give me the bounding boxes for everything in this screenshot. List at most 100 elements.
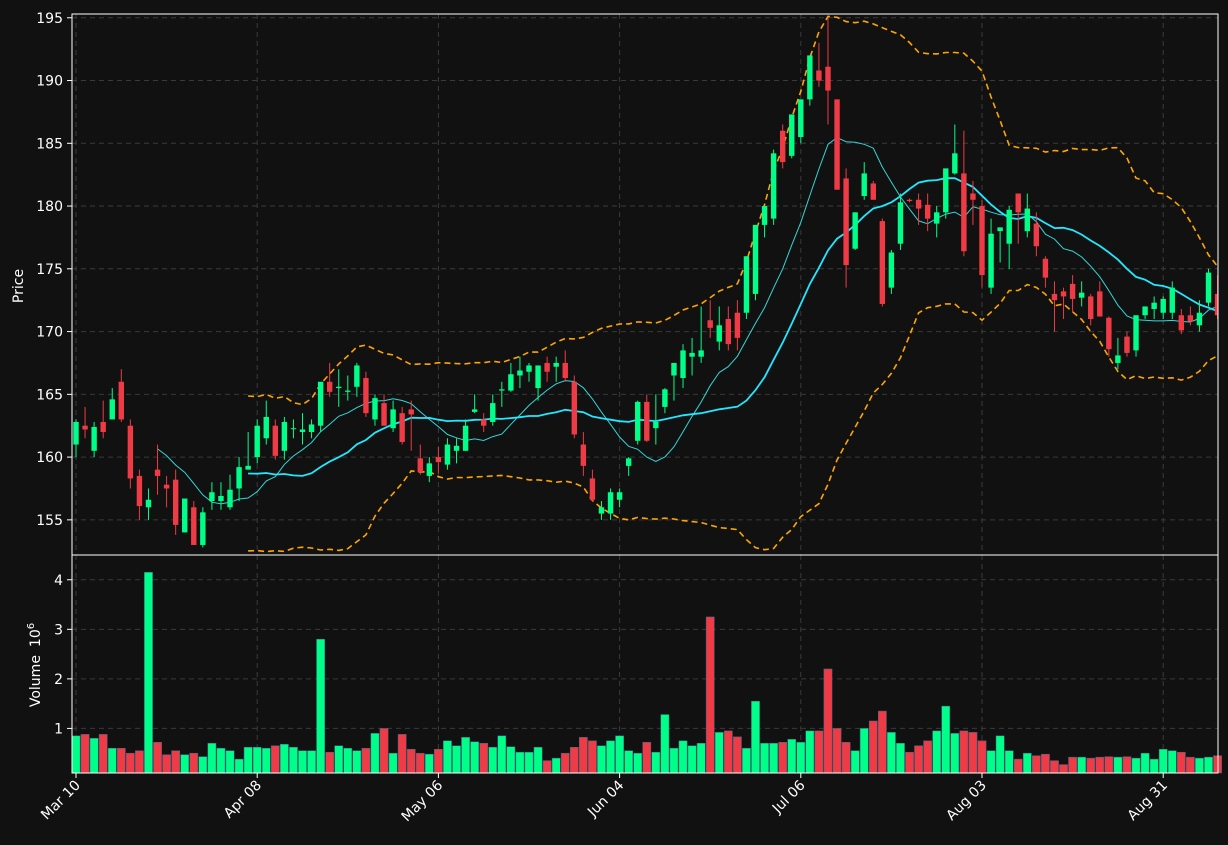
volume-bar	[841, 742, 851, 774]
volume-bar	[1186, 756, 1195, 774]
volume-bar	[977, 740, 987, 774]
candle-body	[163, 484, 170, 489]
volume-bar	[1077, 756, 1087, 774]
candle-body	[997, 227, 1003, 232]
candle-body	[490, 403, 496, 422]
volume-bar	[270, 745, 280, 774]
candle-body	[1124, 336, 1130, 353]
candle-body	[1060, 291, 1067, 297]
candle-body	[734, 312, 741, 338]
volume-bar	[986, 750, 996, 774]
candle-body	[381, 403, 387, 426]
volume-bar	[243, 746, 253, 774]
bollinger-bands	[248, 15, 1218, 553]
volume-bar	[905, 751, 914, 774]
candle-body	[263, 416, 269, 439]
candle-body	[481, 419, 487, 426]
candle-body	[109, 399, 115, 420]
candle-body	[336, 386, 342, 389]
candle-body	[870, 183, 876, 200]
volume-bar	[443, 740, 452, 774]
candle-body	[906, 199, 913, 202]
volume-axis-unit: 10	[28, 629, 44, 647]
volume-bar	[950, 733, 960, 774]
volume-bar	[932, 730, 942, 774]
candle-body	[1015, 193, 1021, 213]
volume-bar	[379, 728, 389, 774]
volume-bar	[1059, 764, 1068, 774]
candle-body	[444, 444, 451, 465]
candle-body	[517, 370, 523, 376]
candle-body	[1160, 298, 1166, 313]
volume-bar	[1095, 756, 1105, 774]
volume-bar	[1131, 757, 1141, 774]
candle-body	[1097, 291, 1103, 317]
candle-body	[1214, 293, 1218, 316]
price-axis-ticks: 155 160 165 170 175 180 185 190 195	[36, 11, 72, 529]
candle-body	[254, 425, 260, 458]
candle-body	[209, 492, 215, 502]
candle-body	[888, 252, 895, 288]
volume-bar	[1122, 756, 1132, 774]
volume-bar	[642, 742, 652, 774]
volume-bar	[778, 742, 788, 774]
candle-body	[1187, 315, 1194, 322]
candle-body	[462, 425, 469, 451]
volume-bar	[669, 747, 679, 774]
candle-body	[988, 233, 994, 288]
volume-bar	[760, 743, 769, 774]
volume-bar	[687, 745, 697, 774]
volume-bar	[877, 710, 887, 774]
volume-bar	[914, 745, 923, 774]
volume-bar	[216, 747, 226, 774]
candle-body	[761, 206, 768, 225]
volume-bar	[135, 750, 144, 774]
volume-tick-label: 3	[54, 622, 63, 638]
candle-body	[779, 130, 786, 163]
candle-body	[653, 421, 659, 429]
volume-bar	[823, 668, 833, 774]
volume-bar	[334, 745, 344, 774]
candle-body	[326, 381, 333, 392]
candle-body	[317, 381, 324, 426]
candle-body	[716, 325, 722, 342]
candle-body	[1178, 315, 1185, 331]
volume-bar	[769, 743, 778, 774]
volume-bar	[1050, 760, 1059, 774]
volume-bar	[361, 747, 371, 774]
volume-bar	[153, 742, 162, 774]
candle-body	[689, 352, 695, 357]
candle-body	[852, 212, 858, 249]
candle-body	[625, 458, 632, 466]
volume-bar	[144, 572, 153, 774]
candle-body	[979, 206, 985, 276]
candle-body	[770, 153, 777, 219]
volume-bar	[1195, 757, 1204, 774]
volume-bar	[624, 750, 634, 774]
candle-body	[952, 153, 958, 174]
candle-body	[499, 389, 505, 391]
price-tick-label: 185	[36, 136, 63, 152]
candle-body	[154, 469, 161, 476]
volume-bar	[723, 730, 733, 774]
volume-bar	[1149, 758, 1159, 774]
candle-body	[1042, 258, 1049, 278]
price-tick-label: 170	[36, 325, 63, 341]
volume-bar	[452, 745, 461, 774]
volume-bar	[352, 750, 362, 774]
candle-body	[1006, 209, 1012, 244]
volume-bar	[633, 752, 643, 774]
volume-bar	[80, 734, 90, 774]
volume-bar	[307, 750, 316, 774]
volume-bar	[524, 751, 534, 774]
volume-tick-label: 2	[54, 672, 63, 688]
candle-body	[798, 99, 804, 138]
volume-bar	[588, 740, 597, 774]
volume-bar	[542, 760, 552, 774]
volume-bar	[234, 758, 244, 774]
volume-bar	[89, 738, 99, 774]
candle-body	[1033, 223, 1040, 247]
candle-body	[589, 478, 596, 500]
candle-body	[843, 178, 849, 266]
candle-body	[698, 350, 704, 357]
